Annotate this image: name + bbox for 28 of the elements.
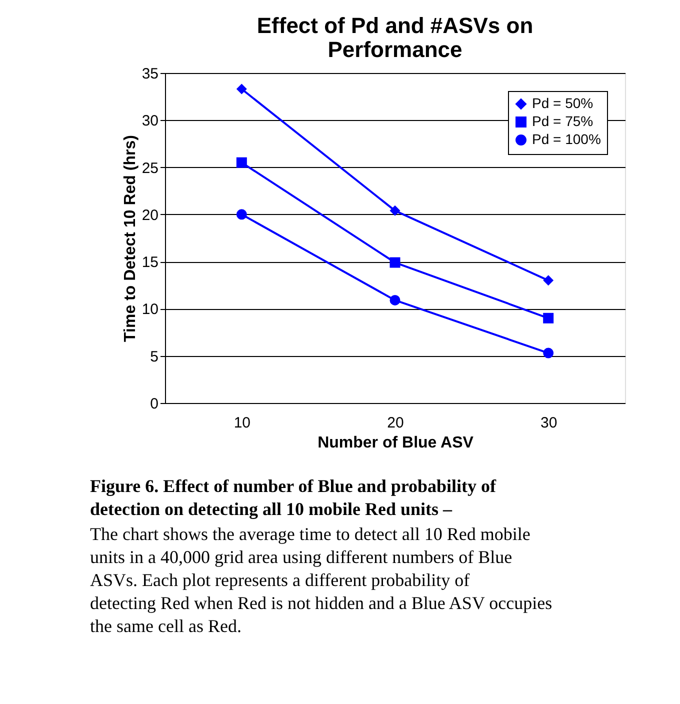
- x-axis-title: Number of Blue ASV: [318, 434, 474, 452]
- point: [543, 312, 554, 324]
- point: [390, 205, 400, 216]
- text: The chart shows the average time to detect all 10 Red mobile units in a 40,000 grid area using different numbers of Blue ASVs. Each plot represents a different probability of detecting Red when Red is not hidden and a Blue ASV occupies the same cell as Red.: [90, 524, 552, 636]
- point: [236, 157, 247, 168]
- x-tick-label: 10: [234, 414, 251, 432]
- y-tick-label: 25: [142, 160, 158, 177]
- y-tick-label: 30: [142, 112, 158, 130]
- y-tick-label: 5: [150, 348, 158, 366]
- point: [543, 348, 554, 358]
- point: [236, 84, 247, 94]
- y-tick-label: 35: [142, 66, 158, 82]
- caption: Figure 6. Effect of number of Blue and probability of detection on detecting all 10 mobile Red units –: [90, 476, 498, 519]
- x-tick-label: 30: [540, 414, 558, 432]
- point: [543, 275, 554, 286]
- point: [390, 294, 400, 306]
- y-tick-label: 20: [142, 206, 158, 224]
- x-tick-label: 20: [387, 414, 404, 432]
- y-tick-label: 15: [142, 254, 158, 272]
- legend-label: Pd = 100%: [532, 131, 601, 147]
- point: [236, 209, 247, 220]
- legend-label: Pd = 75%: [532, 113, 594, 129]
- y-tick-label: 0: [150, 396, 158, 412]
- legend-label: Pd = 50%: [532, 95, 594, 111]
- y-tick-label: 10: [142, 301, 158, 318]
- point: [390, 257, 400, 268]
- y-axis-title: Time to Detect 10 Red (hrs): [122, 135, 139, 342]
- chart-title: Effect of Pd and #ASVs on Performance: [256, 13, 534, 62]
